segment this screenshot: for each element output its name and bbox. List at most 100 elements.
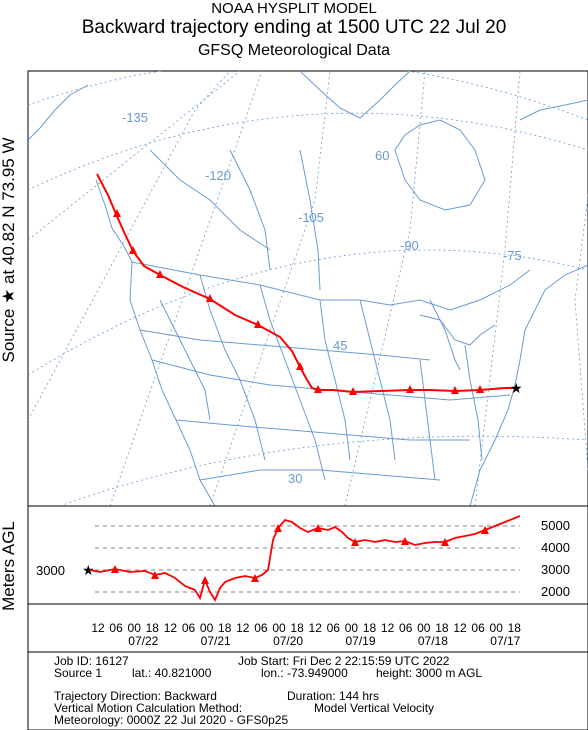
hour-tick-label: 00 [272,621,286,635]
info-source: Source 1 [54,666,103,680]
date-tick-label: 07/20 [273,634,303,648]
trajectory-marker [113,209,121,217]
height-gridlines [95,525,520,593]
hour-tick-label: 12 [309,621,323,635]
time-axis-frame [27,603,588,653]
title-line-1: NOAA HYSPLIT MODEL [211,0,377,17]
trajectory-markers [113,209,484,395]
hour-tick-label: 12 [91,621,105,635]
coastline-alaska [28,84,89,141]
info-lat: lat.: 40.821000 [132,666,212,680]
coastline-labrador [519,99,588,121]
hour-tick-label: 18 [435,621,449,635]
lon-label-120: -120 [205,168,231,183]
great-lakes-outline [419,314,496,346]
height-marker [151,571,159,579]
height-marker [201,576,209,584]
height-marker [481,526,489,534]
hour-tick-label: 12 [381,621,395,635]
height-tick-2000: 2000 [541,584,570,599]
hour-tick-label: 12 [164,621,178,635]
hour-tick-label: 06 [327,621,341,635]
graticule [28,71,588,506]
height-marker [351,538,359,546]
date-tick-label: 07/21 [201,634,231,648]
hour-tick-label: 00 [128,621,142,635]
info-vertical-method: Vertical Motion Calculation Method: [54,701,243,715]
latitude-line-45 [28,249,588,376]
height-marker [274,524,282,532]
info-panel-frame [27,651,588,730]
trajectory-marker [156,270,164,278]
hour-tick-label: 06 [182,621,196,635]
height-panel-frame [27,505,588,605]
map-frame [27,70,588,507]
height-marker [401,537,409,545]
info-meteorology: Meteorology: 0000Z 22 Jul 2020 - GFS0p25 [54,713,289,727]
state-borders-mountain [199,274,266,461]
province-borders-alberta [229,149,271,271]
info-lon: lon.: -73.949000 [261,666,348,680]
hour-tick-label: 18 [363,621,377,635]
height-tick-3000: 3000 [541,562,570,577]
trajectory-marker [476,385,484,393]
lon-label-75: -75 [503,248,522,263]
info-job-id: Job ID: 16127 [54,654,129,668]
hour-tick-label: 18 [218,621,232,635]
longitude-line-105 [209,71,331,506]
coastline-hudson-bay [394,119,486,211]
trajectory-marker [349,387,357,395]
height-marker [251,574,259,582]
longitude-line-120 [109,71,263,506]
hour-tick-label: 12 [236,621,250,635]
hour-tick-label: 00 [490,621,504,635]
lon-label-105: -105 [298,210,324,225]
state-borders-east [419,359,436,481]
longitude-line-60 [574,192,588,471]
lon-label-135: -135 [122,110,148,125]
trajectory-marker [451,386,459,394]
hour-tick-label: 00 [417,621,431,635]
state-borders-east-2 [464,344,483,461]
trajectory-marker [254,320,262,328]
province-borders-bc [149,149,271,251]
height-tick-5000: 5000 [541,518,570,533]
trajectory-marker [406,385,414,393]
hour-tick-label: 06 [109,621,123,635]
hour-tick-labels: 12 06 00 18 12 06 00 18 12 06 00 18 12 06 00 18 12 06 00 18… [91,621,521,635]
hour-tick-label: 18 [146,621,160,635]
height-star-icon: ★ [82,562,95,578]
coastline-atlantic [469,264,588,506]
height-tick-labels: 5000 4000 3000 2000 [541,518,570,599]
title-line-3: GFSQ Meteorological Data [197,42,391,59]
height-marker [314,524,322,532]
lat-label-45: 45 [333,338,347,353]
date-tick-label: 07/22 [128,634,158,648]
hour-tick-label: 00 [200,621,214,635]
height-tick-4000: 4000 [541,540,570,555]
hour-tick-label: 06 [399,621,413,635]
state-borders-row3 [175,419,470,441]
hour-tick-label: 00 [345,621,359,635]
info-direction: Trajectory Direction: Backward [54,689,217,703]
state-borders-midwest [359,299,396,461]
lat-label-30: 30 [288,471,302,486]
state-borders-plains [319,299,351,461]
longitude-line-75 [474,71,521,506]
longitude-line-90 [344,71,426,506]
hour-tick-label: 18 [508,621,522,635]
info-duration: Duration: 144 hrs [287,689,380,703]
hour-tick-label: 06 [471,621,485,635]
hour-tick-label: 18 [290,621,304,635]
height-panel: 5000 4000 3000 2000 3000 ★ [27,505,588,605]
source-height-label: 3000 [36,563,65,578]
date-tick-label: 07/17 [490,634,520,648]
time-axis-panel: 12 06 00 18 12 06 00 18 12 06 00 18 12 06 00 18 12 06 00 18… [27,603,588,653]
info-vertical-value: Model Vertical Velocity [314,701,435,715]
hour-tick-label: 12 [453,621,467,635]
trajectory-marker [206,294,214,302]
trajectory-marker [129,246,137,254]
trajectory-marker [314,385,322,393]
lake-michigan [429,299,461,371]
hour-tick-label: 06 [254,621,268,635]
